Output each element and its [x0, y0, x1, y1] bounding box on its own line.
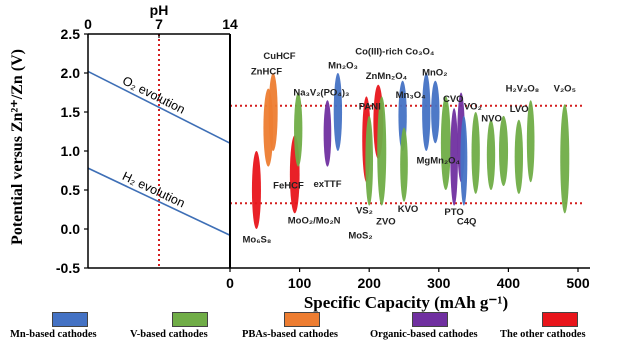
material-label: PANI — [359, 102, 381, 113]
h2-evolution-line — [87, 167, 231, 236]
material-label: V₂O₅ — [554, 84, 576, 95]
capacity-tick-label: 0 — [226, 275, 234, 291]
region-mn-6 — [333, 73, 343, 151]
ph-axis-title: pH — [150, 2, 169, 18]
region-v-22 — [514, 119, 524, 194]
material-label: FeHCF — [273, 180, 304, 191]
legend-swatch — [52, 312, 88, 327]
region-v-21 — [499, 115, 509, 187]
o2-evolution-label: O₂ evolution — [120, 74, 187, 117]
o2-evolution-line — [87, 70, 231, 144]
material-label: PTO — [444, 207, 463, 218]
region-mn-14 — [431, 80, 440, 144]
material-label: MoS₂ — [348, 230, 372, 241]
legend-label: PBAs-based cathodes — [242, 329, 338, 340]
y-axis-title: Potential versus Zn²⁺/Zn (V) — [9, 49, 26, 245]
region-pba-2 — [268, 73, 278, 151]
y-tick-label: 2.5 — [61, 26, 81, 42]
material-label: Mn₂O₃ — [328, 60, 358, 71]
region-v-12 — [400, 127, 408, 202]
ph-tick-label: 0 — [84, 16, 92, 32]
ph-tick-label: 7 — [155, 16, 163, 32]
material-label: MnO₂ — [422, 67, 447, 78]
region-mn-18 — [460, 115, 468, 206]
region-v-19 — [471, 112, 480, 194]
legend-swatch — [542, 312, 578, 327]
material-label: LVO — [510, 104, 529, 115]
legend-swatch — [172, 312, 208, 327]
material-label: KVO — [398, 204, 419, 215]
legend-label: V-based cathodes — [130, 329, 208, 340]
region-v-10 — [377, 96, 387, 206]
material-label: VS₂ — [356, 205, 373, 216]
h2-evolution-label: H₂ evolution — [120, 169, 187, 210]
capacity-tick-label: 100 — [288, 275, 312, 291]
x-axis-title: Specific Capacity (mAh g⁻¹) — [304, 293, 508, 312]
region-v-15 — [440, 96, 451, 190]
legend-label: Mn-based cathodes — [10, 329, 97, 340]
material-label: Mn₃O₄ — [396, 90, 426, 101]
material-label: MoO₂/Mo₂N — [288, 216, 341, 227]
region-v-8 — [365, 115, 374, 206]
capacity-tick-label: 200 — [358, 275, 382, 291]
material-label: exTTF — [314, 179, 342, 190]
y-tick-label: 0.5 — [61, 182, 81, 198]
material-label: ZVO — [376, 216, 396, 227]
capacity-tick-label: 400 — [497, 275, 521, 291]
ph-tick-label: 14 — [222, 16, 238, 32]
material-label: Co(III)-rich Co₃O₄ — [355, 46, 435, 57]
legend-label: Organic-based cathodes — [370, 329, 478, 340]
chart-legend: Mn-based cathodes V-based cathodes PBAs-ba… — [0, 312, 631, 345]
y-tick-label: 2.0 — [61, 65, 81, 81]
material-label: CVO — [443, 94, 464, 105]
region-other-0 — [251, 151, 261, 229]
region-org-16 — [450, 108, 458, 206]
material-label: MgMn₂O₄ — [417, 155, 461, 166]
region-v-23 — [526, 100, 535, 183]
y-tick-label: 1.0 — [61, 143, 81, 159]
region-org-5 — [323, 100, 332, 167]
region-v-4 — [294, 92, 303, 167]
region-v-20 — [486, 119, 496, 190]
material-label: ZnMn₂O₄ — [366, 71, 408, 82]
material-label: NVO — [481, 113, 502, 124]
capacity-tick-label: 300 — [427, 275, 451, 291]
legend-swatch — [412, 312, 448, 327]
region-v-24 — [560, 104, 570, 214]
y-tick-label: 0.0 — [61, 221, 81, 237]
material-label: Na₃V₂(PO₄)₃ — [293, 88, 349, 99]
y-tick-label: 1.5 — [61, 104, 81, 120]
material-label: Mo₆S₈ — [243, 234, 272, 245]
legend-swatch — [284, 312, 320, 327]
material-label: CuHCF — [263, 51, 295, 62]
legend-label: The other cathodes — [500, 329, 586, 340]
material-label: ZnHCF — [251, 67, 282, 78]
material-label: VO₂ — [464, 102, 482, 113]
region-mn-13 — [422, 73, 431, 151]
capacity-tick-label: 500 — [566, 275, 590, 291]
material-label: H₂V₃O₈ — [506, 84, 540, 95]
y-tick-label: -0.5 — [56, 260, 80, 276]
material-label: C4Q — [457, 216, 477, 227]
